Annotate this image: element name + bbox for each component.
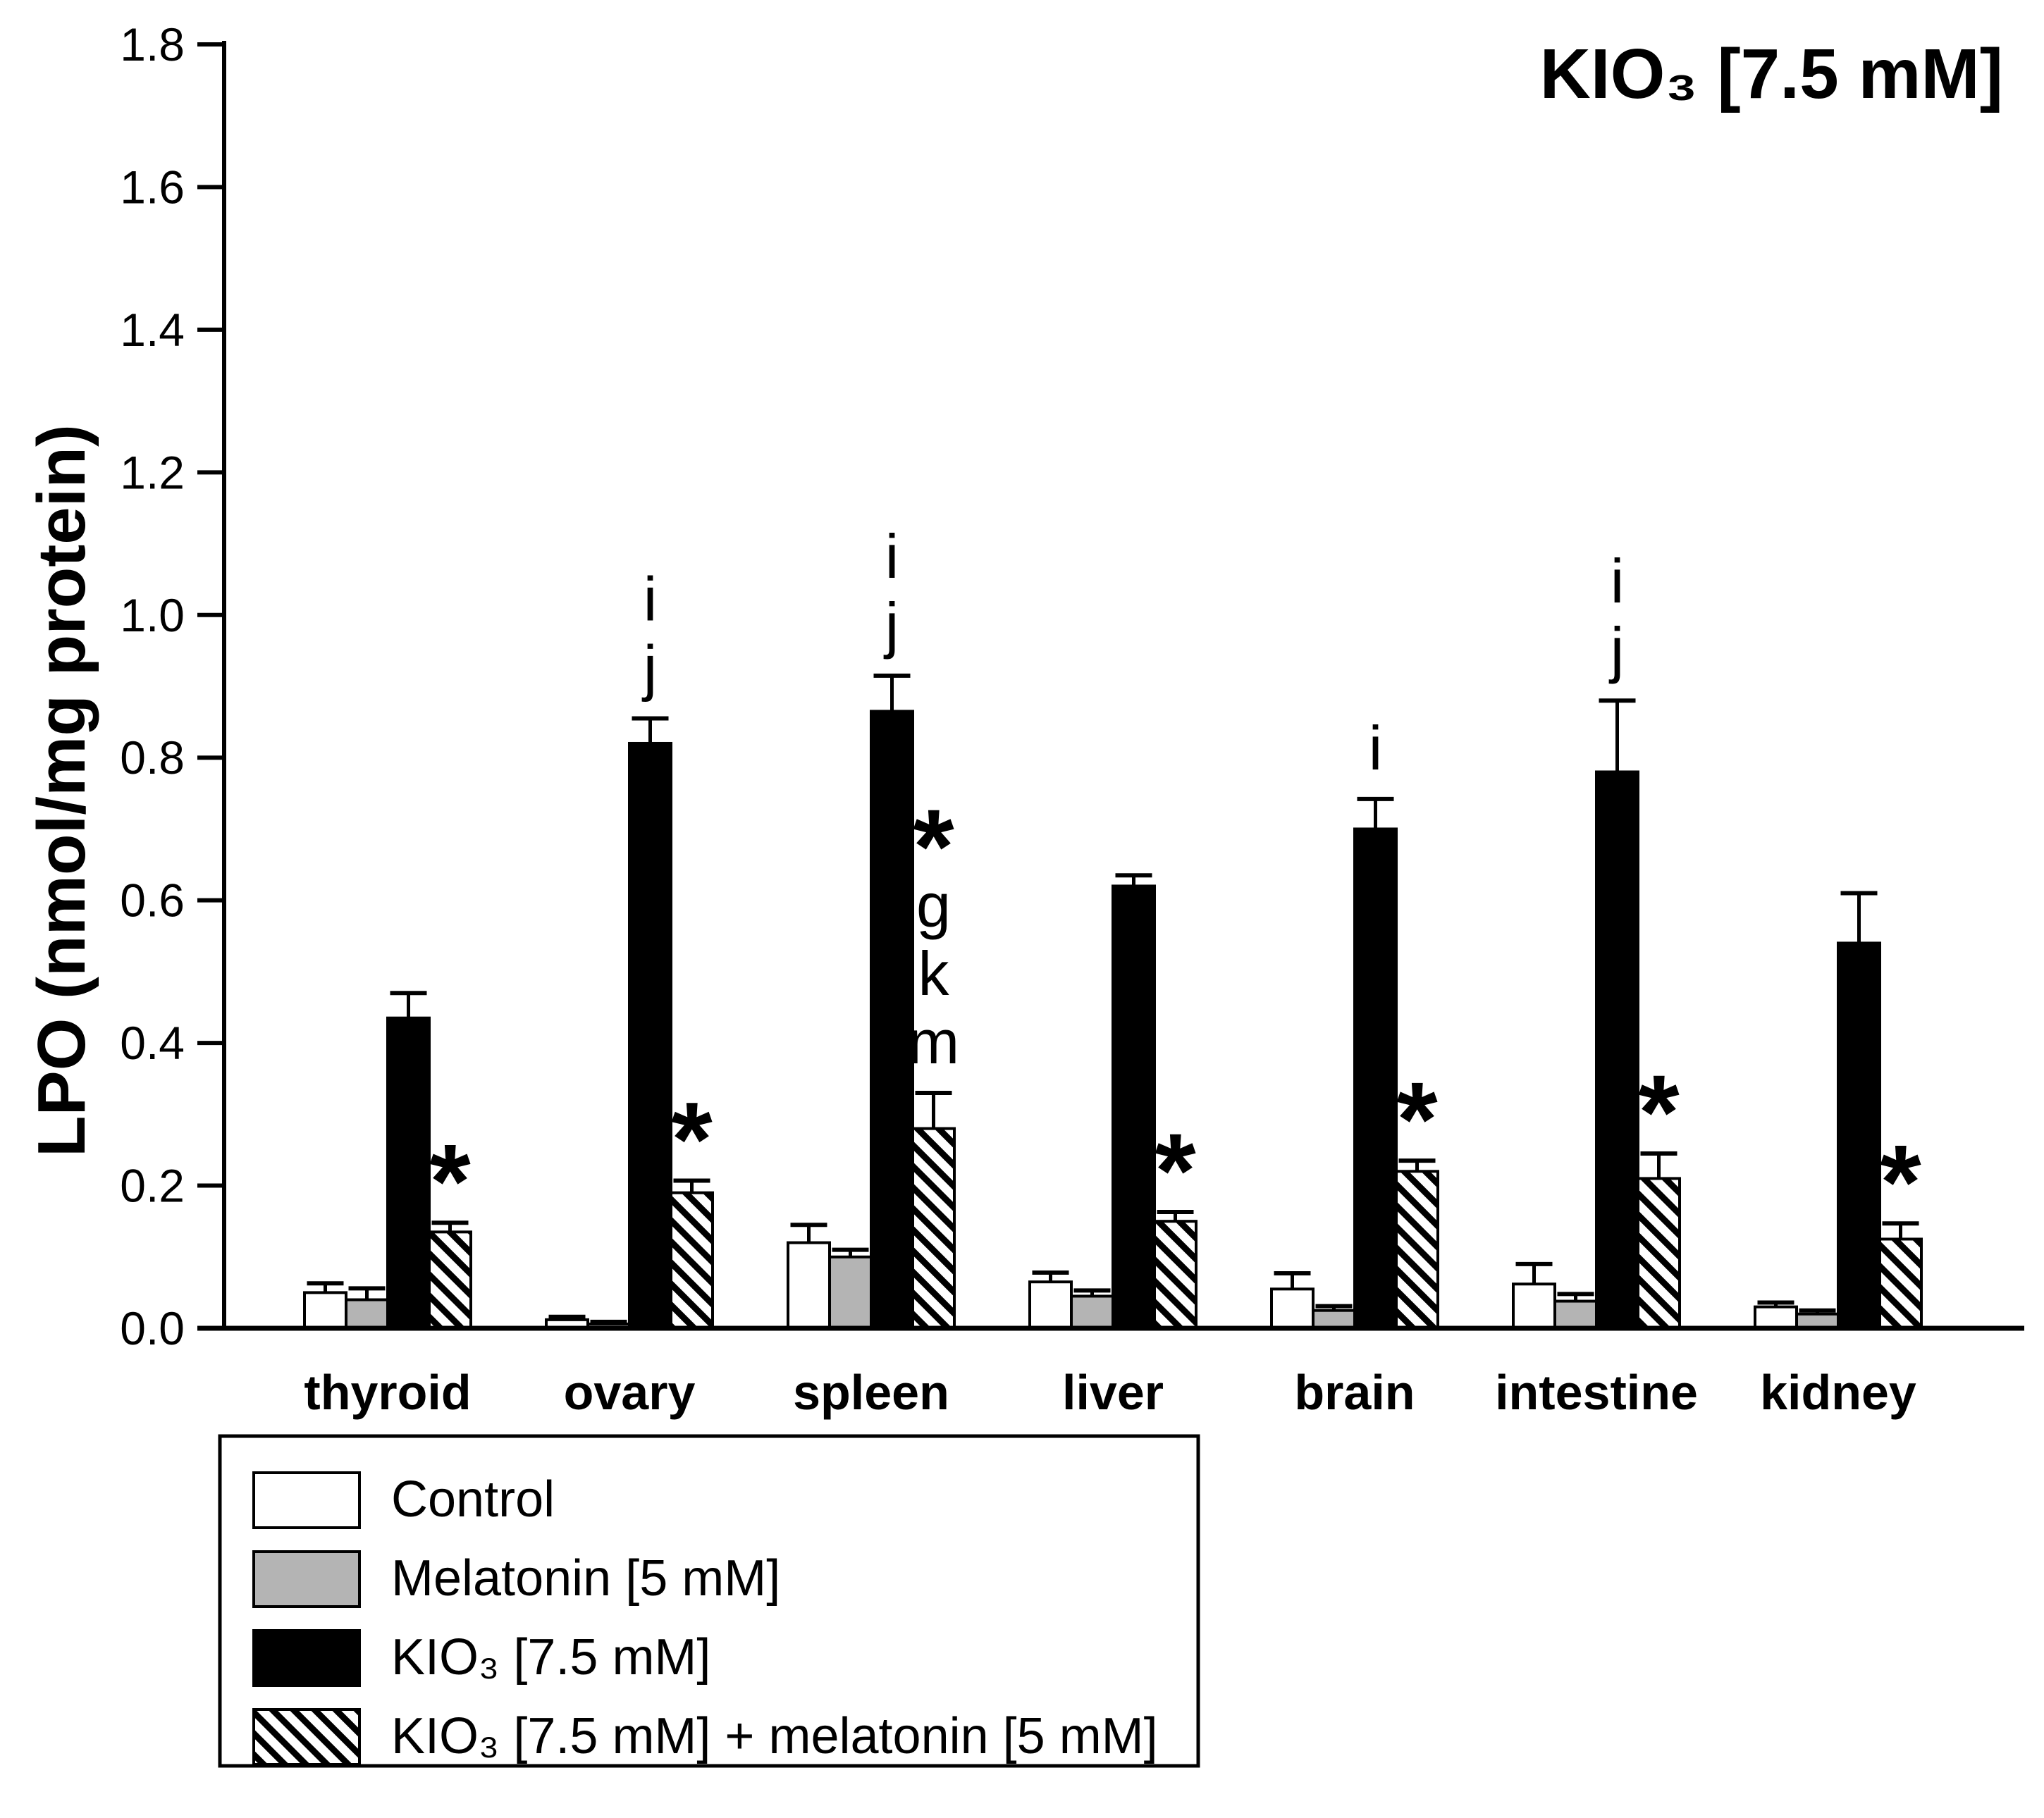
y-axis-tick-label: 1.4	[120, 304, 185, 356]
bars-layer	[303, 710, 1923, 1330]
legend-label: Melatonin [5 mM]	[391, 1550, 780, 1607]
category-label-brain: brain	[1294, 1365, 1415, 1420]
bar-black-thyroid	[386, 1016, 431, 1330]
category-label-liver: liver	[1062, 1365, 1164, 1420]
significance-asterisk: *	[1396, 1060, 1438, 1178]
category-label-intestine: intestine	[1495, 1365, 1698, 1420]
bar-hatched-spleen	[911, 1127, 956, 1330]
chart-title: KIO₃ [7.5 mM]	[1539, 35, 2003, 113]
bar-gray-brain	[1312, 1309, 1356, 1330]
bar-white-liver	[1028, 1280, 1073, 1330]
bar-gray-spleen	[828, 1255, 873, 1330]
y-axis-tick-label: 0.0	[120, 1302, 185, 1354]
bar-gray-liver	[1070, 1294, 1114, 1330]
bar-white-kidney	[1754, 1305, 1798, 1330]
bar-black-brain	[1353, 827, 1398, 1330]
bar-hatched-kidney	[1878, 1237, 1923, 1330]
bar-hatched-intestine	[1637, 1177, 1681, 1330]
significance-letter: j	[1608, 614, 1625, 684]
legend-label: KIO₃ [7.5 mM] + melatonin [5 mM]	[391, 1708, 1158, 1764]
y-axis-tick-label: 1.8	[120, 18, 185, 70]
significance-asterisk: *	[429, 1122, 471, 1240]
bar-hatched-liver	[1153, 1220, 1198, 1330]
category-label-kidney: kidney	[1760, 1365, 1916, 1420]
significance-letter: j	[883, 590, 899, 660]
bar-hatched-brain	[1395, 1170, 1439, 1330]
significance-letter: i	[1611, 546, 1625, 616]
significance-letter: i	[1369, 713, 1383, 783]
legend: Control Melatonin [5 mM] KIO₃ [7.5 mM] KIO₃…	[218, 1434, 1200, 1768]
significance-letter: j	[641, 633, 658, 703]
y-axis-tick-label: 0.2	[120, 1160, 185, 1212]
significance-letter: k	[918, 939, 950, 1008]
bar-white-spleen	[787, 1241, 831, 1330]
significance-letter: m	[908, 1007, 959, 1077]
bar-white-brain	[1270, 1287, 1315, 1330]
significance-asterisk: *	[671, 1080, 713, 1198]
y-axis-tick-label: 1.2	[120, 446, 185, 498]
y-axis-tick-label: 0.4	[120, 1017, 185, 1069]
category-label-thyroid: thyroid	[304, 1365, 471, 1420]
legend-box	[218, 1434, 1200, 1768]
significance-annotations-layer: *ij*ij*gkm*i*ij**	[429, 521, 1921, 1241]
bar-gray-thyroid	[345, 1298, 389, 1330]
category-label-spleen: spleen	[793, 1365, 949, 1420]
significance-asterisk: *	[1638, 1053, 1680, 1171]
bar-white-thyroid	[303, 1291, 347, 1330]
legend-swatch-white	[252, 1471, 361, 1529]
significance-letter: i	[644, 564, 658, 634]
y-axis-title-text: LPO (nmol/mg protein)	[24, 424, 99, 1157]
bar-white-intestine	[1512, 1282, 1556, 1330]
significance-letter: i	[885, 521, 899, 591]
significance-asterisk: *	[1880, 1123, 1921, 1241]
significance-letter: g	[916, 870, 951, 940]
bar-gray-intestine	[1553, 1299, 1598, 1330]
bar-black-liver	[1112, 884, 1156, 1330]
bar-black-spleen	[870, 710, 914, 1330]
y-axis-tick-label: 0.8	[120, 731, 185, 784]
legend-swatch-hatched	[252, 1708, 361, 1766]
significance-asterisk: *	[913, 787, 954, 905]
bar-black-ovary	[628, 741, 672, 1330]
bar-hatched-thyroid	[428, 1230, 472, 1330]
legend-label: Control	[391, 1471, 555, 1528]
y-axis-tick-label: 1.6	[120, 161, 185, 213]
legend-swatch-black	[252, 1629, 361, 1687]
bar-black-intestine	[1595, 770, 1639, 1330]
bar-hatched-ovary	[670, 1191, 714, 1330]
bar-black-kidney	[1837, 941, 1881, 1330]
legend-swatch-gray	[252, 1550, 361, 1608]
error-bars-layer	[307, 673, 1919, 1324]
axes-layer: 0.0 0.2 0.4 0.6 0.8 1.0 1.2 1.4 1.6 1.8 thyroid ova…	[120, 18, 2024, 1420]
y-axis-tick-label: 0.6	[120, 874, 185, 927]
category-label-ovary: ovary	[564, 1365, 696, 1420]
significance-asterisk: *	[1155, 1111, 1196, 1230]
y-axis-tick-label: 1.0	[120, 589, 185, 641]
legend-label: KIO₃ [7.5 mM]	[391, 1629, 710, 1686]
